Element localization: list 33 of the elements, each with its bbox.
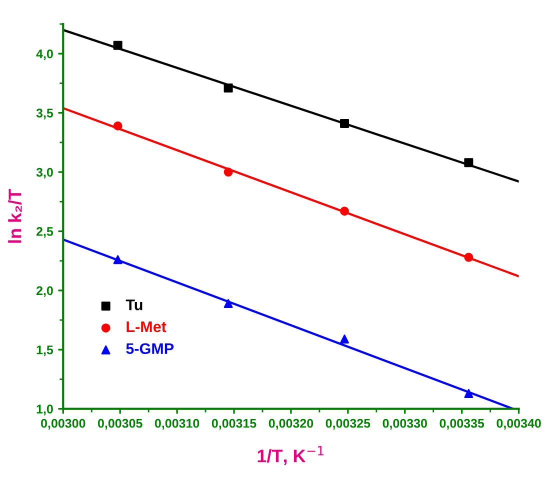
x-tick-label: 0,00310 bbox=[154, 418, 200, 430]
x-tick-label: 0,00325 bbox=[326, 418, 370, 430]
point bbox=[464, 158, 474, 168]
x-tick-label: 0,00305 bbox=[98, 418, 142, 430]
x-tick-label: 0,00330 bbox=[382, 418, 427, 430]
x-tick-label: 0,00340 bbox=[496, 418, 541, 430]
legend-label: L-Met bbox=[126, 321, 166, 332]
x-tick-label: 0,00335 bbox=[440, 418, 484, 430]
point bbox=[464, 252, 474, 262]
y-tick-label: 1,0 bbox=[36, 404, 53, 416]
x-tick-label: 0,00320 bbox=[268, 418, 314, 430]
y-tick-label: 3,0 bbox=[36, 168, 53, 179]
y-axis-title: ln k₂/T bbox=[8, 189, 22, 243]
x-tick-label: 0,00300 bbox=[41, 418, 86, 430]
point bbox=[113, 255, 122, 264]
point bbox=[224, 168, 233, 177]
point bbox=[464, 388, 474, 398]
y-tick-label: 2,5 bbox=[36, 227, 54, 238]
point bbox=[340, 119, 350, 128]
y-tick-label: 3,5 bbox=[36, 108, 54, 120]
y-tick-label: 1,5 bbox=[36, 346, 54, 356]
point bbox=[113, 40, 122, 50]
x-axis-title: 1/T, K$^{−1}$ bbox=[258, 446, 324, 465]
legend-label: Tu bbox=[126, 300, 142, 310]
y-tick-label: 2,0 bbox=[36, 286, 53, 297]
y-tick-label: 4,0 bbox=[36, 49, 53, 60]
x-tick-label: 0,00315 bbox=[212, 418, 256, 430]
point bbox=[340, 334, 350, 344]
legend-label: 5-GMP bbox=[126, 343, 174, 354]
point bbox=[224, 83, 233, 92]
point bbox=[224, 298, 233, 308]
point bbox=[113, 121, 122, 130]
point bbox=[340, 206, 350, 216]
